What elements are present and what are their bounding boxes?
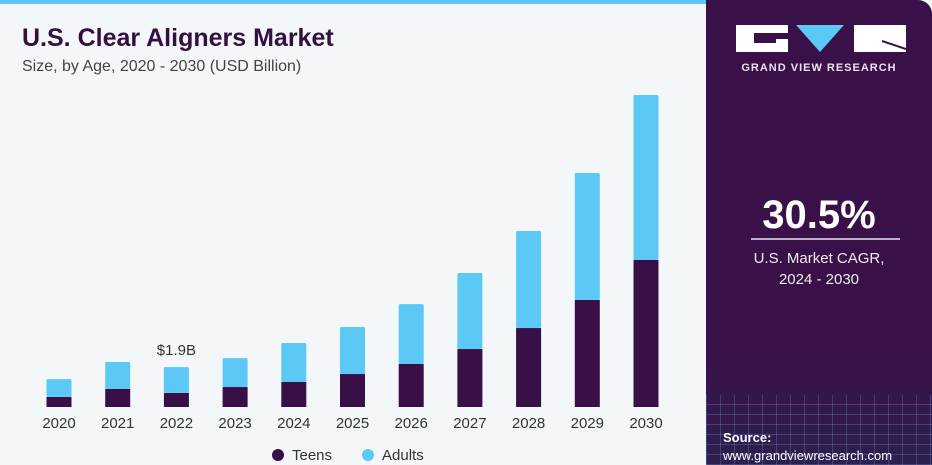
bar-adults-2023 — [222, 358, 248, 388]
info-panel: GRAND VIEW RESEARCH 30.5% U.S. Market CA… — [706, 0, 932, 465]
x-tick-label: 2028 — [512, 415, 545, 432]
chart-title: U.S. Clear Aligners Market — [22, 24, 334, 52]
bar-teens-2021 — [105, 388, 131, 407]
x-tick-label: 2030 — [629, 415, 662, 432]
brand-name: GRAND VIEW RESEARCH — [741, 62, 897, 74]
source-link[interactable]: www.grandviewresearch.com — [723, 448, 893, 463]
bar-adults-2030 — [633, 94, 659, 260]
legend-label-teens: Teens — [292, 447, 332, 464]
legend-marker-teens — [272, 449, 284, 461]
x-tick-label: 2027 — [453, 415, 486, 432]
x-tick-label: 2025 — [336, 415, 369, 432]
bar-adults-2020 — [46, 379, 72, 397]
bar-adults-2024 — [281, 342, 307, 383]
bar-adults-2022 — [163, 367, 189, 393]
bar-teens-2024 — [281, 382, 307, 407]
bar-adults-2021 — [105, 362, 131, 389]
x-tick-label: 2020 — [42, 415, 75, 432]
bar-teens-2026 — [398, 363, 424, 407]
bar-teens-2020 — [46, 396, 72, 407]
cagr-label: U.S. Market CAGR, 2024 - 2030 — [706, 248, 932, 290]
legend-label-adults: Adults — [382, 447, 424, 464]
bar-teens-2027 — [457, 349, 483, 407]
top-accent-line — [0, 0, 706, 4]
bar-adults-2028 — [516, 231, 542, 329]
cagr-label-line2: 2024 - 2030 — [778, 271, 860, 288]
bar-adults-2029 — [574, 173, 600, 300]
bar-teens-2028 — [516, 328, 542, 407]
x-tick-label: 2023 — [218, 415, 251, 432]
bar-chart: 2020 2021 2022 $1.9B 2023 2024 2025 2026 2027 202… — [42, 94, 663, 464]
bar-teens-2022 — [163, 392, 189, 407]
x-tick-label: 2022 — [160, 415, 193, 432]
divider — [751, 238, 900, 240]
cagr-label-line1: U.S. Market CAGR, — [753, 250, 885, 267]
x-tick-label: 2029 — [571, 415, 604, 432]
decorative-grid — [706, 395, 932, 465]
data-label: $1.9B — [157, 342, 196, 359]
bar-adults-2026 — [398, 304, 424, 364]
legend-marker-adults — [362, 449, 374, 461]
grand-view-research-logo — [736, 25, 906, 52]
bar-teens-2023 — [222, 387, 248, 407]
x-tick-label: 2026 — [395, 415, 428, 432]
chart-subtitle: Size, by Age, 2020 - 2030 (USD Billion) — [22, 58, 302, 75]
bar-teens-2029 — [574, 299, 600, 407]
cagr-value: 30.5% — [762, 193, 876, 237]
bar-teens-2025 — [340, 374, 365, 407]
bar-adults-2027 — [457, 273, 483, 350]
bar-teens-2030 — [633, 260, 659, 407]
x-tick-label: 2024 — [277, 415, 310, 432]
bar-adults-2025 — [340, 326, 365, 375]
x-tick-label: 2021 — [101, 415, 134, 432]
source-label: Source: — [723, 430, 772, 445]
